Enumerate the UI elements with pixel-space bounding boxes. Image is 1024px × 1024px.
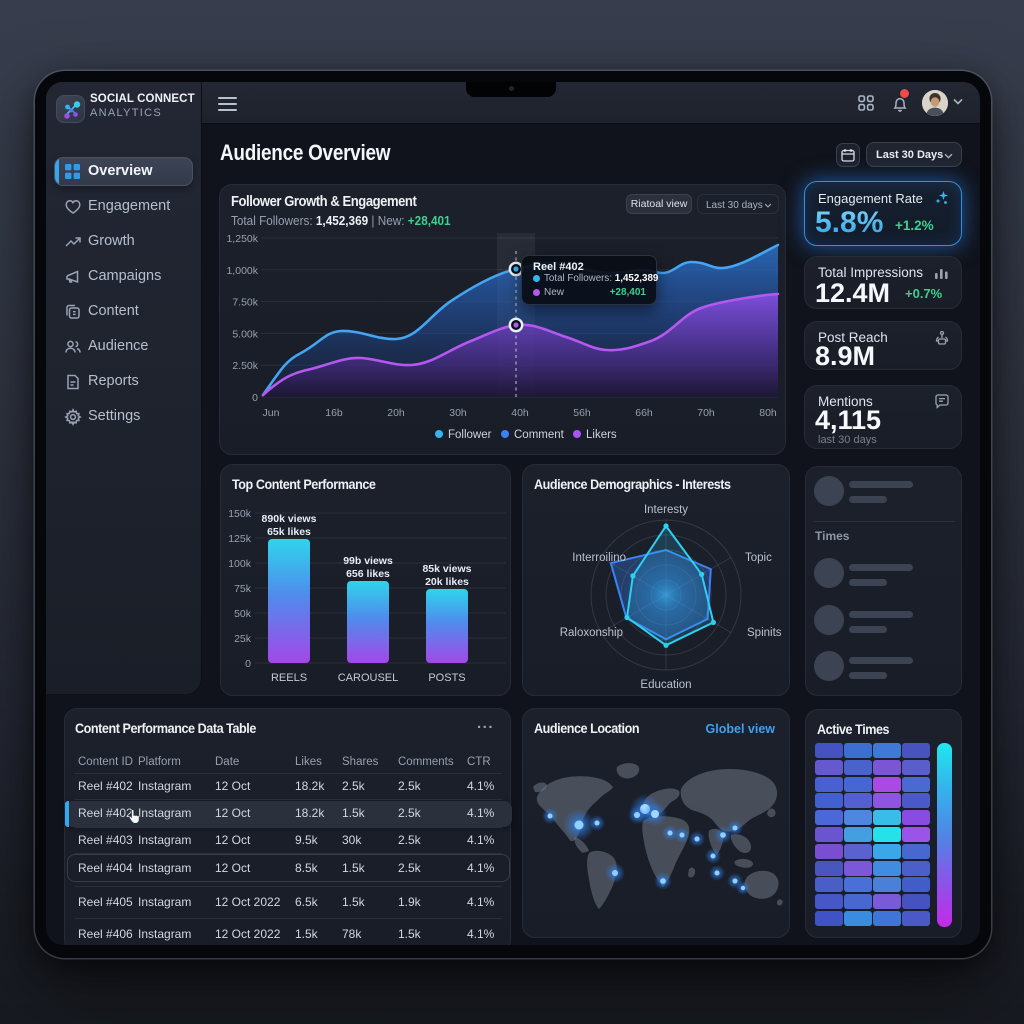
svg-text:Comment: Comment: [514, 429, 565, 441]
svg-text:Follower: Follower: [448, 429, 492, 441]
svg-text:56h: 56h: [573, 407, 591, 419]
svg-text:0: 0: [245, 658, 251, 670]
svg-text:75k: 75k: [234, 583, 252, 595]
svg-text:7.50k: 7.50k: [232, 297, 258, 309]
svg-text:2.50k: 2.50k: [232, 360, 258, 372]
svg-text:Interroilino: Interroilino: [572, 552, 626, 564]
svg-text:16b: 16b: [325, 407, 343, 419]
svg-text:Topic: Topic: [745, 552, 772, 564]
svg-text:80h: 80h: [759, 407, 777, 419]
svg-text:150k: 150k: [228, 508, 252, 520]
svg-text:125k: 125k: [228, 533, 252, 545]
svg-text:Interesty: Interesty: [644, 504, 688, 516]
svg-text:30h: 30h: [449, 407, 467, 419]
svg-text:70h: 70h: [697, 407, 715, 419]
svg-text:99b views: 99b views: [343, 555, 393, 567]
svg-text:100k: 100k: [228, 558, 252, 570]
svg-text:1,000k: 1,000k: [226, 265, 258, 277]
svg-text:20h: 20h: [387, 407, 405, 419]
svg-text:656 likes: 656 likes: [346, 568, 390, 580]
svg-text:5.00k: 5.00k: [232, 328, 258, 340]
svg-text:20k likes: 20k likes: [425, 576, 469, 588]
svg-text:CAROUSEL: CAROUSEL: [338, 672, 399, 684]
svg-text:REELS: REELS: [271, 672, 307, 684]
svg-text:Spinits: Spinits: [747, 627, 782, 639]
svg-text:Raloxonship: Raloxonship: [560, 627, 623, 639]
svg-text:65k likes: 65k likes: [267, 526, 311, 538]
svg-text:85k views: 85k views: [422, 563, 471, 575]
svg-text:POSTS: POSTS: [428, 672, 465, 684]
svg-text:25k: 25k: [234, 633, 252, 645]
svg-text:50k: 50k: [234, 608, 252, 620]
svg-text:Likers: Likers: [586, 429, 617, 441]
svg-text:0: 0: [252, 392, 258, 404]
svg-text:1,250k: 1,250k: [226, 233, 258, 245]
svg-text:66h: 66h: [635, 407, 653, 419]
svg-text:Education: Education: [640, 679, 691, 691]
svg-text:890k views: 890k views: [262, 513, 317, 525]
svg-text:Jun: Jun: [263, 407, 280, 419]
svg-text:40h: 40h: [511, 407, 529, 419]
